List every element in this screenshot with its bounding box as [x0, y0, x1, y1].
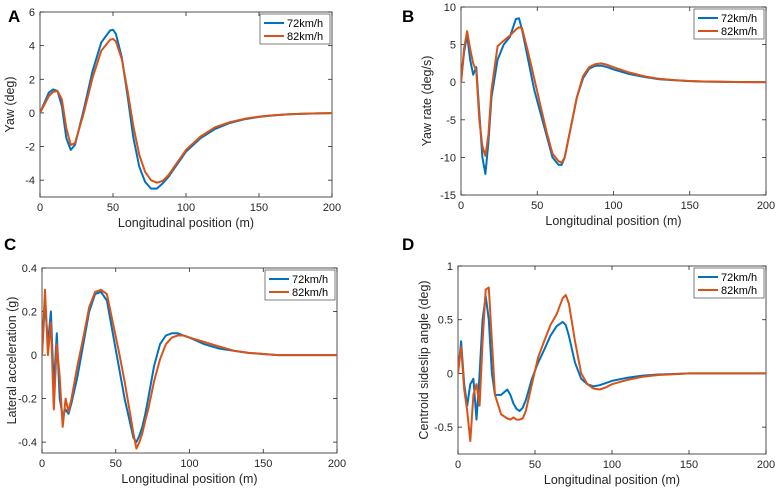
panel-label: B [402, 7, 414, 26]
legend-entry: 82km/h [721, 26, 757, 38]
y-tick-label: 0 [29, 108, 35, 120]
x-axis-label: Longitudinal position (m) [544, 473, 680, 487]
series-line-82km-h [40, 37, 332, 184]
y-axis-label: Yaw (deg) [3, 76, 17, 132]
chart-panel-a: A 0 50 100 150 200 -4 -2 0 2 4 6 Longitudinal positi… [3, 7, 341, 230]
legend-entry: 72km/h [287, 18, 323, 30]
x-tick-label: 200 [757, 459, 775, 471]
y-tick-label: -0.2 [18, 394, 37, 406]
y-tick-label: 0 [450, 77, 456, 89]
y-tick-label: -15 [440, 190, 456, 202]
x-tick-label: 0 [455, 459, 461, 471]
y-tick-label: 0.5 [438, 315, 453, 327]
y-tick-label: 4 [29, 41, 35, 53]
x-tick-label: 100 [603, 459, 621, 471]
series-line-72km-h [461, 17, 766, 175]
legend-box [693, 8, 765, 40]
x-tick-label: 50 [107, 202, 119, 214]
series-line-72km-h [458, 295, 766, 421]
chart-panel-d: D 0 50 100 150 200 -0.5 0 0.5 1 Longitudinal posit… [402, 235, 775, 487]
x-tick-label: 100 [604, 200, 622, 212]
x-axis-label: Longitudinal position (m) [545, 214, 681, 228]
y-tick-label: 5 [450, 40, 456, 52]
y-tick-label: -0.5 [434, 422, 453, 434]
chart-panel-c: C 0 50 100 150 200 -0.4 -0.2 0 0.2 0.4 Longitudinal… [4, 235, 346, 486]
x-tick-label: 200 [757, 200, 775, 212]
x-axis-label: Longitudinal position (m) [121, 472, 257, 486]
x-tick-label: 200 [323, 202, 341, 214]
legend-entry: 72km/h [292, 274, 328, 286]
y-axis-label: Yaw rate (deg/s) [420, 56, 434, 147]
panel-label: C [4, 235, 16, 254]
legend-box [693, 267, 765, 299]
y-tick-label: 2 [29, 74, 35, 86]
panel-label: A [8, 7, 20, 26]
legend-entry: 72km/h [721, 13, 757, 25]
x-tick-label: 100 [180, 458, 198, 470]
series-line-72km-h [42, 290, 337, 444]
x-tick-label: 150 [681, 200, 699, 212]
x-tick-label: 50 [529, 459, 541, 471]
series-line-82km-h [458, 286, 766, 443]
y-tick-label: -10 [440, 152, 456, 164]
x-tick-label: 200 [328, 458, 346, 470]
chart-panel-b: B 0 50 100 150 200 -15 -10 -5 0 5 10 Longitudinal po… [402, 2, 775, 228]
y-tick-label: -4 [25, 175, 35, 187]
x-tick-label: 150 [680, 459, 698, 471]
legend-box [264, 269, 336, 301]
series-line-82km-h [461, 26, 766, 164]
legend-entry: 82km/h [287, 31, 323, 43]
x-tick-label: 0 [39, 458, 45, 470]
y-tick-label: 6 [29, 7, 35, 19]
legend-entry: 72km/h [721, 272, 757, 284]
x-tick-label: 100 [177, 202, 195, 214]
x-tick-label: 0 [458, 200, 464, 212]
x-tick-label: 50 [531, 200, 543, 212]
y-tick-label: 0.2 [22, 307, 37, 319]
x-axis-label: Longitudinal position (m) [118, 216, 254, 230]
x-tick-label: 150 [250, 202, 268, 214]
x-tick-label: 50 [110, 458, 122, 470]
series-line-82km-h [42, 288, 337, 450]
y-tick-label: -0.4 [18, 437, 37, 449]
legend-entry: 82km/h [292, 287, 328, 299]
y-tick-label: 0 [31, 350, 37, 362]
y-tick-label: -2 [25, 142, 35, 154]
y-axis-label: Centroid sideslip angle (deg) [417, 280, 431, 439]
y-axis-label: Lateral acceleration (g) [5, 297, 19, 425]
y-tick-label: 10 [444, 2, 456, 14]
y-tick-label: -5 [446, 115, 456, 127]
x-tick-label: 150 [254, 458, 272, 470]
legend-box [259, 13, 331, 45]
legend-entry: 82km/h [721, 285, 757, 297]
panel-label: D [402, 235, 414, 254]
y-tick-label: 1 [447, 261, 453, 273]
y-tick-label: 0 [447, 368, 453, 380]
y-tick-label: 0.4 [22, 263, 37, 275]
x-tick-label: 0 [37, 202, 43, 214]
